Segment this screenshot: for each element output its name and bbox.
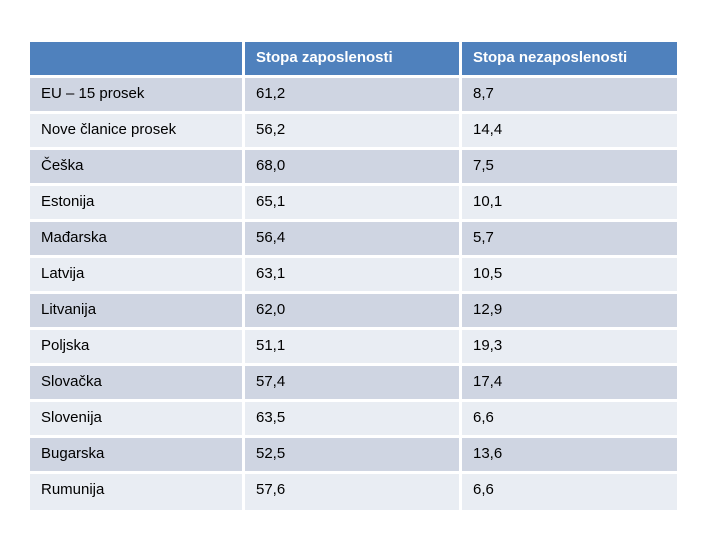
cell-unemployment-rate: 12,9 xyxy=(462,294,677,330)
table-row: Češka 68,0 7,5 xyxy=(30,150,677,186)
cell-unemployment-rate: 19,3 xyxy=(462,330,677,366)
row-label: Češka xyxy=(30,150,245,186)
cell-unemployment-rate: 10,5 xyxy=(462,258,677,294)
row-label: EU – 15 prosek xyxy=(30,78,245,114)
table-row: Nove članice prosek 56,2 14,4 xyxy=(30,114,677,150)
table-row: Poljska 51,1 19,3 xyxy=(30,330,677,366)
cell-employment-rate: 57,4 xyxy=(245,366,462,402)
table-row: Mađarska 56,4 5,7 xyxy=(30,222,677,258)
header-row: Stopa zaposlenosti Stopa nezaposlenosti xyxy=(30,42,677,78)
table-row: Slovenija 63,5 6,6 xyxy=(30,402,677,438)
cell-unemployment-rate: 7,5 xyxy=(462,150,677,186)
row-label: Mađarska xyxy=(30,222,245,258)
row-label: Estonija xyxy=(30,186,245,222)
table-row: Rumunija 57,6 6,6 xyxy=(30,474,677,510)
column-header-empty xyxy=(30,42,245,78)
cell-unemployment-rate: 13,6 xyxy=(462,438,677,474)
cell-unemployment-rate: 6,6 xyxy=(462,474,677,510)
cell-unemployment-rate: 10,1 xyxy=(462,186,677,222)
cell-employment-rate: 57,6 xyxy=(245,474,462,510)
cell-employment-rate: 63,1 xyxy=(245,258,462,294)
row-label: Slovenija xyxy=(30,402,245,438)
row-label: Bugarska xyxy=(30,438,245,474)
cell-unemployment-rate: 5,7 xyxy=(462,222,677,258)
row-label: Poljska xyxy=(30,330,245,366)
column-header-employment-rate: Stopa zaposlenosti xyxy=(245,42,462,78)
cell-employment-rate: 62,0 xyxy=(245,294,462,330)
employment-statistics-table: Stopa zaposlenosti Stopa nezaposlenosti … xyxy=(30,42,677,510)
cell-unemployment-rate: 14,4 xyxy=(462,114,677,150)
cell-employment-rate: 52,5 xyxy=(245,438,462,474)
cell-employment-rate: 61,2 xyxy=(245,78,462,114)
row-label: Rumunija xyxy=(30,474,245,510)
cell-unemployment-rate: 8,7 xyxy=(462,78,677,114)
row-label: Latvija xyxy=(30,258,245,294)
cell-unemployment-rate: 6,6 xyxy=(462,402,677,438)
row-label: Slovačka xyxy=(30,366,245,402)
column-header-unemployment-rate: Stopa nezaposlenosti xyxy=(462,42,677,78)
table-row: EU – 15 prosek 61,2 8,7 xyxy=(30,78,677,114)
row-label: Nove članice prosek xyxy=(30,114,245,150)
table-row: Bugarska 52,5 13,6 xyxy=(30,438,677,474)
table-row: Latvija 63,1 10,5 xyxy=(30,258,677,294)
cell-employment-rate: 56,2 xyxy=(245,114,462,150)
table-row: Slovačka 57,4 17,4 xyxy=(30,366,677,402)
table-header: Stopa zaposlenosti Stopa nezaposlenosti xyxy=(30,42,677,78)
table-row: Litvanija 62,0 12,9 xyxy=(30,294,677,330)
cell-employment-rate: 68,0 xyxy=(245,150,462,186)
cell-employment-rate: 65,1 xyxy=(245,186,462,222)
cell-employment-rate: 51,1 xyxy=(245,330,462,366)
row-label: Litvanija xyxy=(30,294,245,330)
cell-employment-rate: 56,4 xyxy=(245,222,462,258)
table-body: EU – 15 prosek 61,2 8,7 Nove članice pro… xyxy=(30,78,677,510)
cell-employment-rate: 63,5 xyxy=(245,402,462,438)
table-row: Estonija 65,1 10,1 xyxy=(30,186,677,222)
cell-unemployment-rate: 17,4 xyxy=(462,366,677,402)
